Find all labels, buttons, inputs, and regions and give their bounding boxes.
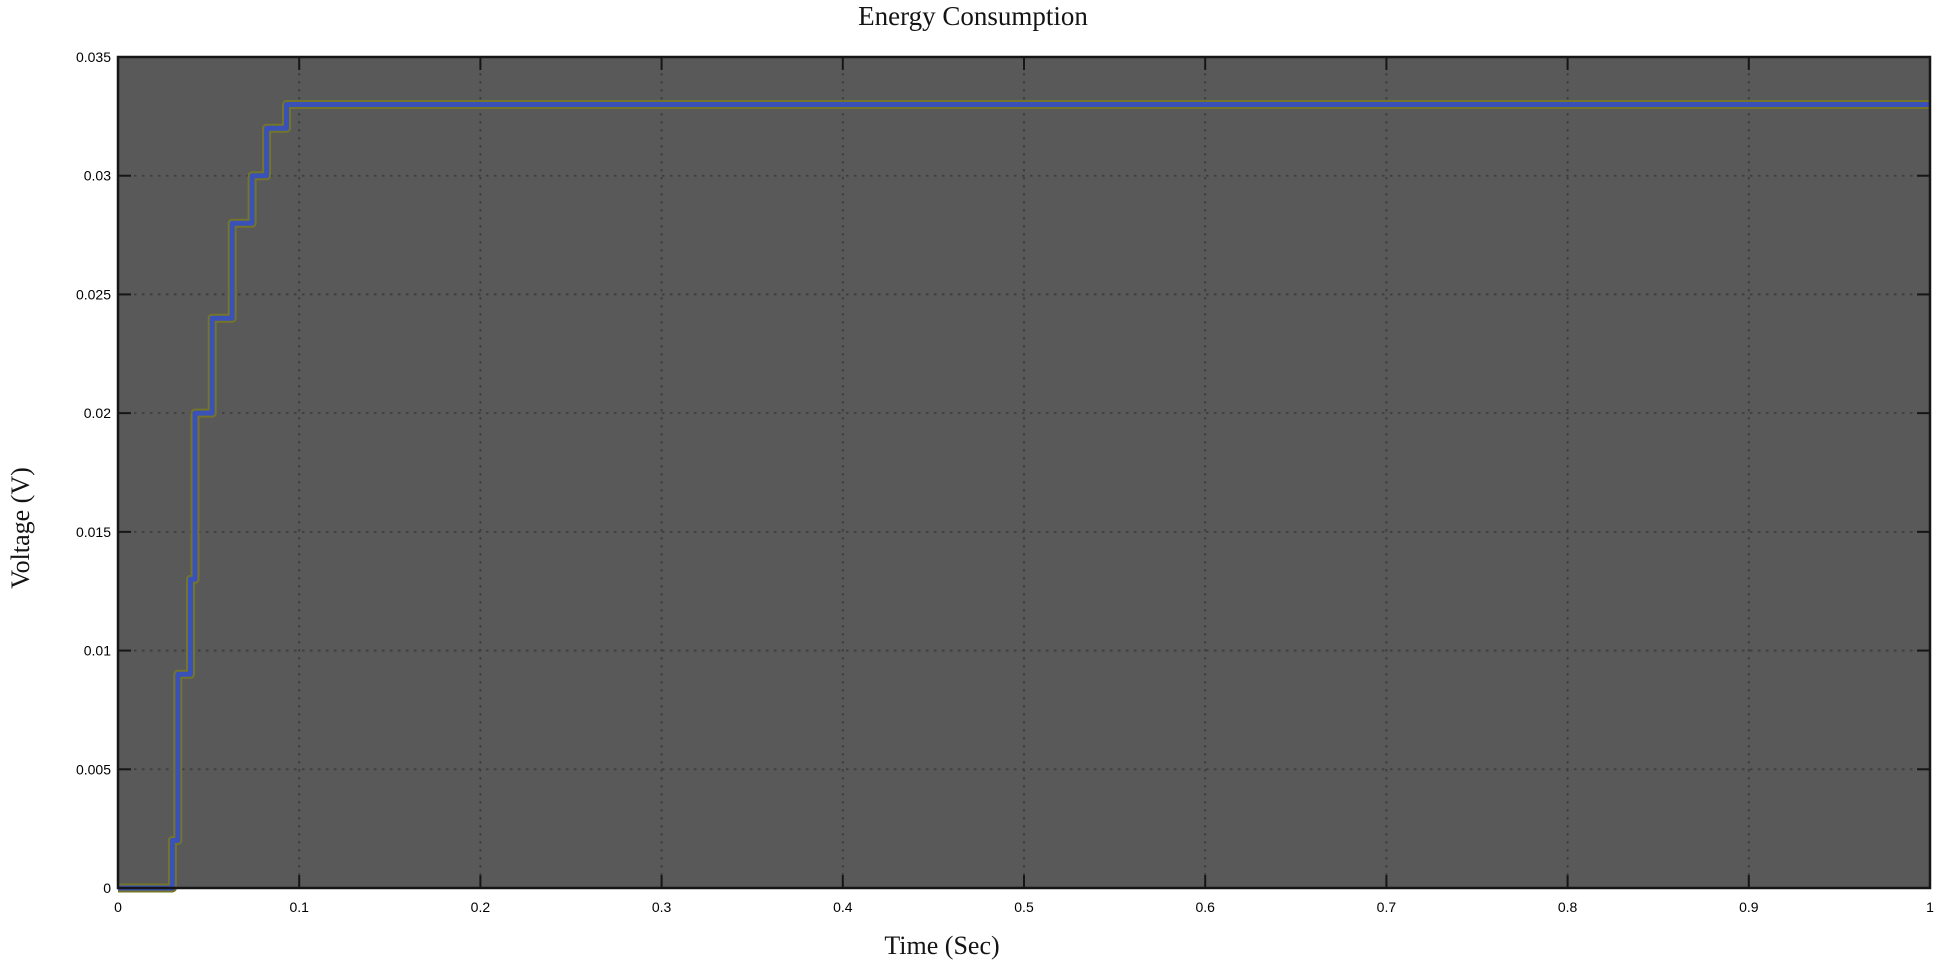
x-tick-label: 0.7 [1377,899,1397,915]
y-tick-label: 0.03 [84,168,111,184]
x-tick-label: 1 [1926,899,1934,915]
x-tick-label: 0.3 [652,899,672,915]
x-tick-label: 0.4 [833,899,853,915]
y-tick-label: 0 [103,880,111,896]
x-axis-label: Time (Sec) [884,931,1000,960]
x-tick-label: 0 [114,899,122,915]
series-line [118,102,1930,891]
x-tick-label: 0.6 [1195,899,1215,915]
chart-title: Energy Consumption [858,1,1088,31]
y-tick-label: 0.015 [76,524,111,540]
x-tick-label: 0.5 [1014,899,1034,915]
y-tick-label: 0.005 [76,761,111,777]
x-tick-label: 0.2 [471,899,491,915]
y-tick-label: 0.035 [76,49,111,65]
y-tick-label: 0.025 [76,286,111,302]
x-tick-label: 0.9 [1739,899,1759,915]
x-tick-label: 0.1 [289,899,309,915]
x-tick-label: 0.8 [1558,899,1578,915]
y-tick-label: 0.01 [84,643,111,659]
y-tick-label: 0.02 [84,405,111,421]
